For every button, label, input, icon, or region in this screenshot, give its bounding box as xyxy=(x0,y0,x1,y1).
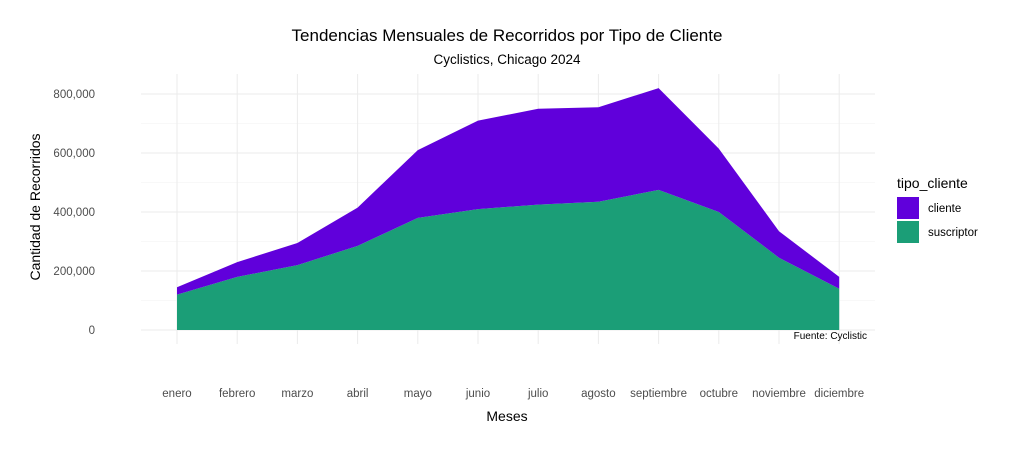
x-tick-label: febrero xyxy=(219,388,255,400)
legend-title: tipo_cliente xyxy=(897,175,968,191)
chart-subtitle: Cyclistics, Chicago 2024 xyxy=(433,52,581,67)
x-tick-label: octubre xyxy=(700,388,738,400)
caption: Fuente: Cyclistic xyxy=(794,331,867,342)
y-tick-label: 800,000 xyxy=(53,89,95,101)
legend-label-cliente: cliente xyxy=(928,203,961,215)
x-tick-label: marzo xyxy=(281,388,313,400)
legend-label-suscriptor: suscriptor xyxy=(928,227,978,239)
x-tick-label: agosto xyxy=(581,388,616,400)
x-tick-label: junio xyxy=(465,388,490,400)
x-tick-label: diciembre xyxy=(814,388,864,400)
x-tick-label: enero xyxy=(162,388,191,400)
legend: tipo_cliente cliente suscriptor xyxy=(897,175,978,243)
y-tick-label: 400,000 xyxy=(53,207,95,219)
x-tick-label: septiembre xyxy=(630,388,687,400)
x-axis-title: Meses xyxy=(486,408,527,424)
plot-areas xyxy=(177,88,840,330)
x-tick-label: noviembre xyxy=(752,388,806,400)
legend-swatch-cliente xyxy=(897,197,919,219)
x-tick-label: julio xyxy=(527,388,548,400)
x-tick-label: mayo xyxy=(404,388,432,400)
x-tick-label: abril xyxy=(347,388,369,400)
chart-title: Tendencias Mensuales de Recorridos por T… xyxy=(292,26,723,45)
y-axis-title: Cantidad de Recorridos xyxy=(27,133,43,280)
area-cliente xyxy=(177,88,840,295)
y-tick-label: 0 xyxy=(89,325,95,337)
area-suscriptor xyxy=(177,189,840,330)
axes: 0 200,000 400,000 600,000 800,000 enero febrer… xyxy=(53,89,864,400)
legend-swatch-suscriptor xyxy=(897,221,919,243)
y-tick-label: 200,000 xyxy=(53,266,95,278)
y-tick-label: 600,000 xyxy=(53,148,95,160)
